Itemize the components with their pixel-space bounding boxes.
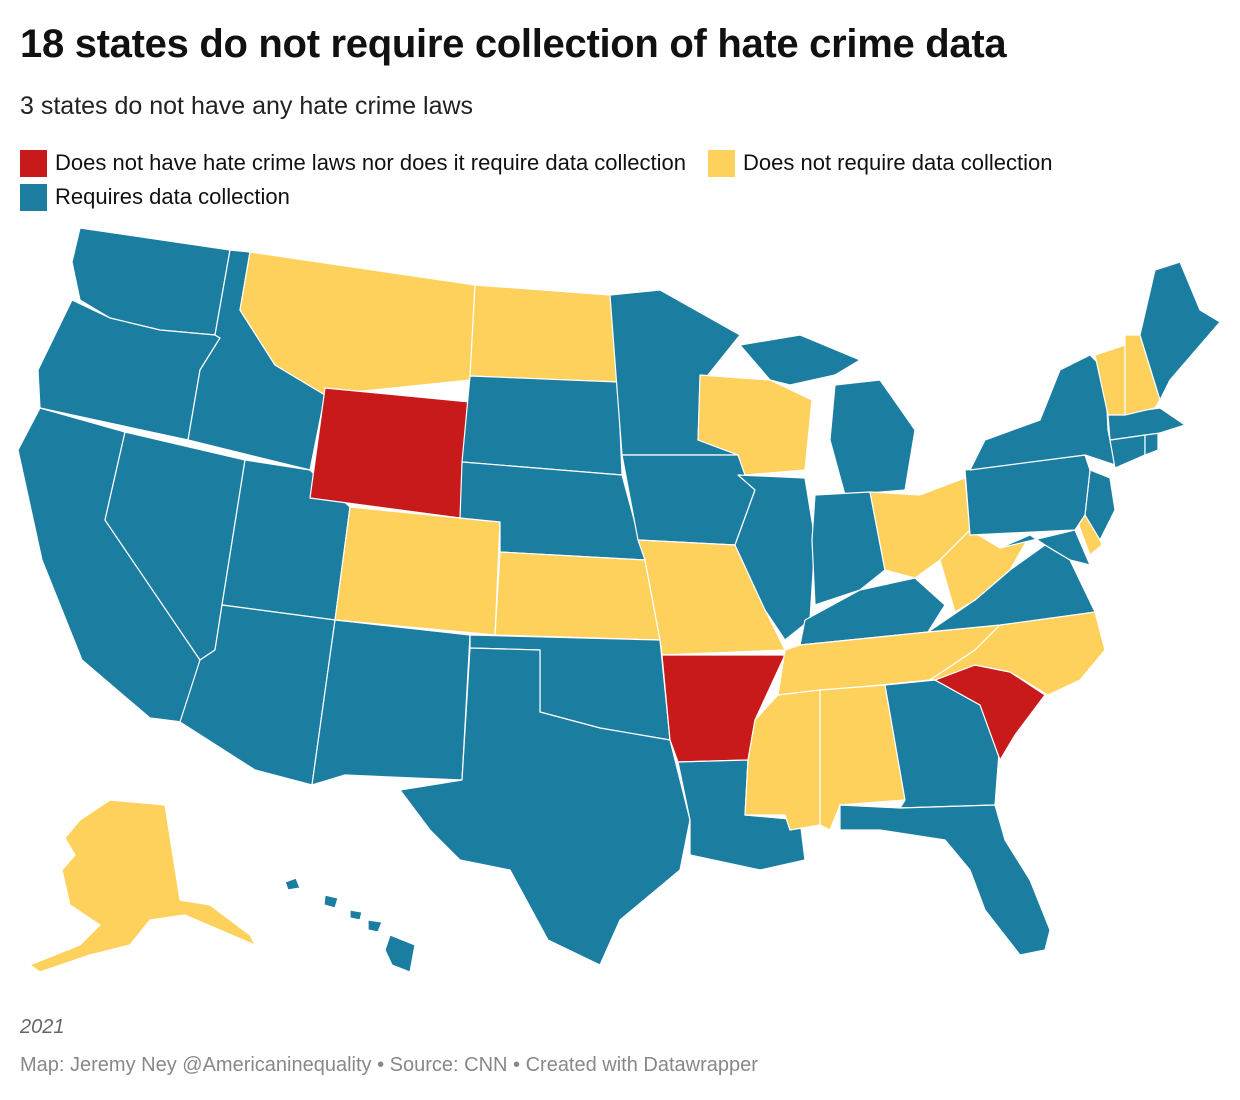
legend-label-no-data: Does not require data collection — [743, 150, 1053, 175]
state-KS[interactable] — [494, 551, 661, 641]
chart-subtitle: 3 states do not have any hate crime laws — [20, 92, 474, 120]
state-SD[interactable] — [461, 375, 623, 476]
legend-item-none: Does not have hate crime laws nor does i… — [20, 149, 687, 177]
state-NY[interactable] — [969, 354, 1116, 471]
state-ND[interactable] — [469, 284, 619, 383]
state-WI[interactable] — [697, 374, 813, 476]
chart-title: 18 states do not require collection of h… — [20, 22, 1007, 66]
state-IL[interactable] — [734, 474, 816, 641]
state-WY[interactable] — [309, 387, 471, 519]
state-FL[interactable] — [839, 804, 1051, 956]
state-CO[interactable] — [334, 506, 501, 636]
state-MI[interactable] — [739, 334, 916, 496]
state-IA[interactable] — [621, 454, 756, 546]
state-NM[interactable] — [311, 619, 471, 786]
legend-label-data: Requires data collection — [55, 184, 290, 209]
state-NC[interactable] — [929, 611, 1106, 696]
legend-swatch-none — [20, 149, 47, 177]
legend-item-data: Requires data collection — [20, 183, 290, 211]
state-TX[interactable] — [399, 647, 691, 966]
legend-swatch-no-data — [708, 149, 736, 177]
state-HI[interactable] — [284, 877, 416, 973]
chart-notes: 2021 — [20, 1016, 65, 1038]
state-NH[interactable] — [1124, 334, 1161, 416]
legend-swatch-data — [20, 183, 47, 211]
legend-item-no-data: Does not require data collection — [708, 149, 1053, 177]
legend: Does not have hate crime laws nor does i… — [20, 146, 1220, 214]
state-ME[interactable] — [1139, 261, 1221, 401]
state-CT[interactable] — [1109, 434, 1146, 469]
state-MA[interactable] — [1107, 407, 1186, 441]
state-RI[interactable] — [1144, 432, 1159, 456]
legend-label-none: Does not have hate crime laws nor does i… — [55, 150, 687, 175]
state-AK[interactable] — [29, 799, 256, 973]
us-states-map — [17, 227, 1221, 973]
chart-footer: Map: Jeremy Ney @Americaninequality • So… — [20, 1054, 758, 1076]
